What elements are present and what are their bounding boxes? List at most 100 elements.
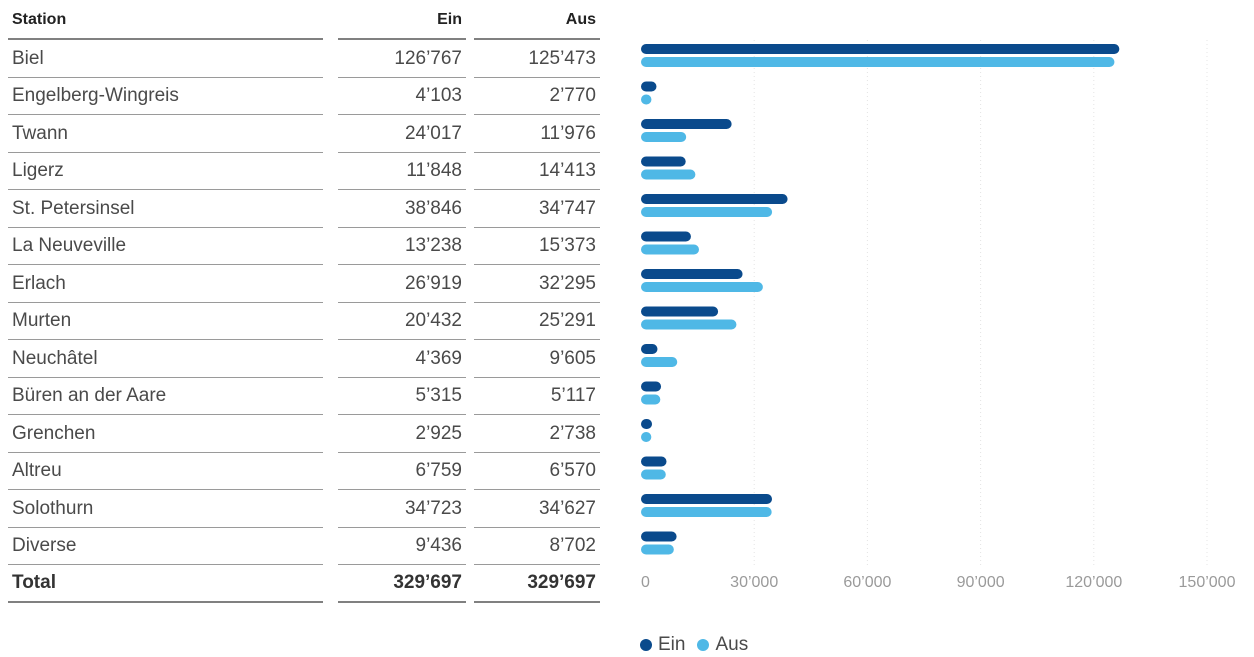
table-row: St. Petersinsel 38’846 34’747 <box>8 190 600 228</box>
cell-station: Engelberg-Wingreis <box>8 78 323 115</box>
cell-station: Biel <box>8 40 323 78</box>
bar-ein[interactable] <box>641 494 773 504</box>
bar-aus[interactable] <box>641 357 678 367</box>
cell-ein: 20’432 <box>338 303 466 340</box>
bar-aus[interactable] <box>641 132 687 142</box>
bars <box>641 44 1120 555</box>
cell-ein: 5’315 <box>338 378 466 415</box>
cell-aus-value: 34’747 <box>538 197 596 219</box>
header-ein: Ein <box>437 11 462 28</box>
table-header-row: Station Ein Aus <box>8 0 600 40</box>
cell-aus-value: 2’770 <box>549 85 597 106</box>
cell-ein-value: 26’919 <box>404 272 462 294</box>
bar-aus[interactable] <box>641 469 666 480</box>
table-row: Solothurn 34’723 34’627 <box>8 490 600 528</box>
cell-ein: 9’436 <box>338 528 466 565</box>
cell-ein-value: 5’315 <box>415 385 463 406</box>
bar-aus[interactable] <box>641 544 674 555</box>
cell-station: Büren an der Aare <box>8 378 323 415</box>
bar-aus[interactable] <box>641 319 737 330</box>
bar-chart: 0 30’000 60’000 90’000 120’000 150’000 <box>641 40 1236 591</box>
cell-aus-value: 9’605 <box>549 347 597 369</box>
bar-ein[interactable] <box>641 156 686 167</box>
bar-ein[interactable] <box>641 456 667 467</box>
cell-ein-value: 126’767 <box>394 47 462 69</box>
bar-ein[interactable] <box>641 81 657 92</box>
cell-aus-value: 15’373 <box>538 235 596 256</box>
total-cell-aus: 329’697 <box>474 565 600 603</box>
cell-aus-value: 34’627 <box>538 497 596 519</box>
cell-ein-value: 6’759 <box>415 460 463 481</box>
cell-station: Erlach <box>8 265 323 303</box>
bar-aus[interactable] <box>641 57 1115 67</box>
legend-item-aus[interactable]: Aus <box>697 634 748 656</box>
table-row: Engelberg-Wingreis 4’103 2’770 <box>8 78 600 115</box>
cell-station: Altreu <box>8 453 323 490</box>
cell-ein-value: 2’925 <box>415 422 463 444</box>
bar-ein[interactable] <box>641 344 658 354</box>
bar-ein[interactable] <box>641 44 1120 54</box>
bar-aus[interactable] <box>641 244 700 255</box>
bar-ein[interactable] <box>641 306 719 317</box>
cell-station-value: St. Petersinsel <box>12 197 135 219</box>
total-cell-station: Total <box>8 565 323 603</box>
bar-aus[interactable] <box>641 207 773 217</box>
cell-station: Twann <box>8 115 323 153</box>
bar-aus[interactable] <box>641 94 652 105</box>
cell-station-value: Neuchâtel <box>12 347 98 369</box>
bar-ein[interactable] <box>641 419 653 429</box>
legend-item-ein[interactable]: Ein <box>640 634 685 656</box>
cell-station: Grenchen <box>8 415 323 453</box>
cell-ein-value: 24’017 <box>404 122 462 144</box>
bar-ein[interactable] <box>641 381 662 392</box>
legend-swatch-ein <box>640 639 652 651</box>
header-cell-ein: Ein <box>338 0 466 40</box>
cell-ein-value: 11’848 <box>406 160 462 181</box>
cell-aus: 125’473 <box>474 40 600 78</box>
cell-aus: 14’413 <box>474 153 600 190</box>
cell-station-value: Solothurn <box>12 497 94 519</box>
cell-aus-value: 11’976 <box>540 122 596 144</box>
cell-aus-value: 2’738 <box>549 422 597 444</box>
total-cell-ein: 329’697 <box>338 565 466 603</box>
table-row: Murten 20’432 25’291 <box>8 303 600 340</box>
x-tick-label: 120’000 <box>1065 574 1122 591</box>
cell-ein-value: 34’723 <box>404 497 462 519</box>
cell-ein-value: 38’846 <box>404 197 462 219</box>
table-row: Ligerz 11’848 14’413 <box>8 153 600 190</box>
cell-ein: 11’848 <box>338 153 466 190</box>
bar-aus[interactable] <box>641 169 696 180</box>
cell-ein: 38’846 <box>338 190 466 228</box>
table-row: Büren an der Aare 5’315 5’117 <box>8 378 600 415</box>
cell-aus: 5’117 <box>474 378 600 415</box>
header-cell-aus: Aus <box>474 0 600 40</box>
bar-aus[interactable] <box>641 394 661 405</box>
bar-aus[interactable] <box>641 507 772 517</box>
station-table: Station Ein Aus Biel 126’767 125’473 Engelb… <box>8 0 600 603</box>
table-row: Diverse 9’436 8’702 <box>8 528 600 565</box>
x-tick-label: 60’000 <box>843 574 891 591</box>
bar-ein[interactable] <box>641 119 732 129</box>
cell-aus: 9’605 <box>474 340 600 378</box>
cell-aus: 11’976 <box>474 115 600 153</box>
cell-ein: 6’759 <box>338 453 466 490</box>
cell-station-value: Diverse <box>12 535 77 556</box>
cell-ein: 4’103 <box>338 78 466 115</box>
bar-ein[interactable] <box>641 231 691 242</box>
table-body: Biel 126’767 125’473 Engelberg-Wingreis 4’10… <box>8 40 600 565</box>
cell-aus: 32’295 <box>474 265 600 303</box>
table-row: Erlach 26’919 32’295 <box>8 265 600 303</box>
bar-aus[interactable] <box>641 432 652 442</box>
bar-ein[interactable] <box>641 194 788 204</box>
cell-aus: 6’570 <box>474 453 600 490</box>
cell-ein: 26’919 <box>338 265 466 303</box>
cell-ein: 2’925 <box>338 415 466 453</box>
cell-ein: 24’017 <box>338 115 466 153</box>
bar-aus[interactable] <box>641 282 763 292</box>
cell-aus-value: 125’473 <box>528 47 596 69</box>
cell-station-value: Twann <box>12 122 68 144</box>
cell-station: Ligerz <box>8 153 323 190</box>
bar-ein[interactable] <box>641 269 743 279</box>
bar-ein[interactable] <box>641 531 677 542</box>
legend-label-ein: Ein <box>658 634 686 655</box>
